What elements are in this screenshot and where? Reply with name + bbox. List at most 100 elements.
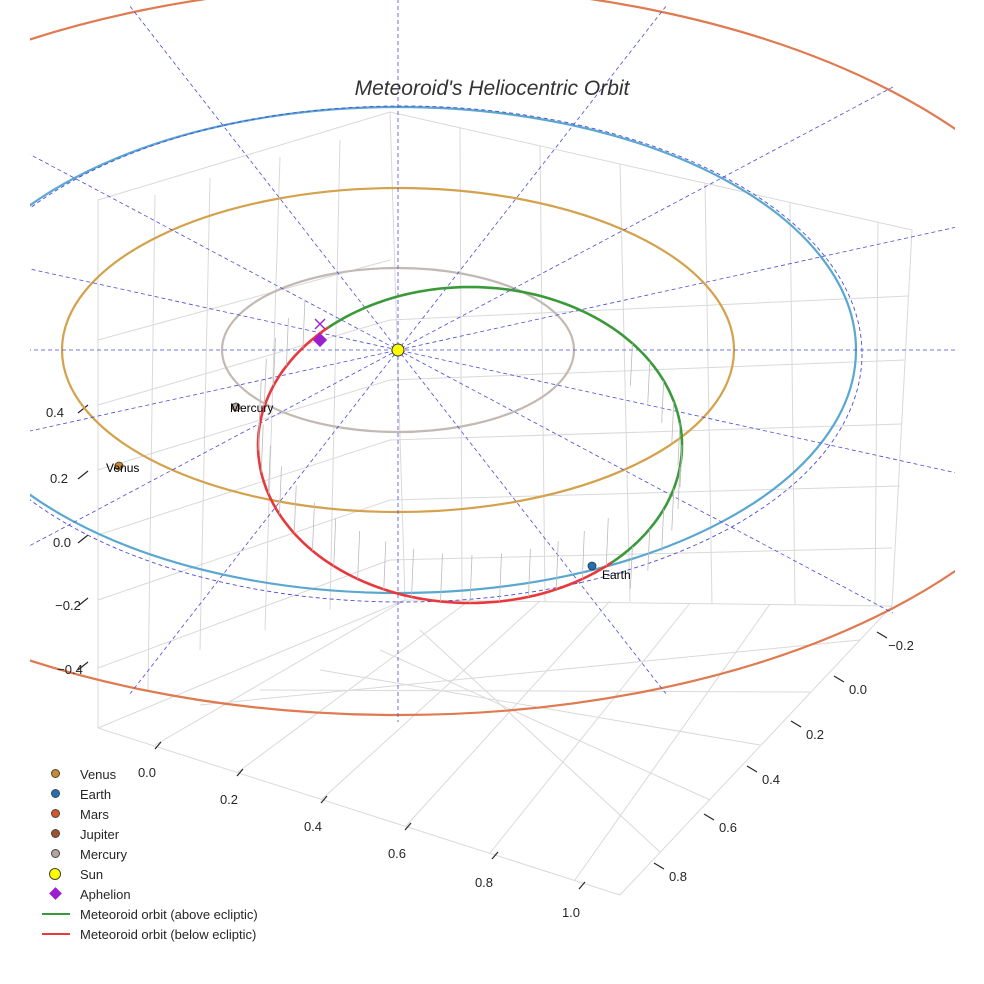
drop-line [671,401,675,444]
y-tick-mark [746,765,758,773]
legend-marker [38,764,74,784]
chart-title: Meteoroid's Heliocentric Orbit [355,77,631,100]
grid-line [97,559,391,669]
drop-line [647,361,651,404]
drop-line [286,317,289,367]
z-tick-label: −0.4 [57,662,83,677]
drop-line [333,518,337,567]
z-tick-label: 0.4 [46,405,64,420]
legend-line [42,933,70,935]
x-tick-label: 0.0 [138,765,156,780]
legend-item: Mercury [38,844,258,864]
drop-line [630,546,633,589]
legend-line [42,913,70,915]
grid-line [574,603,771,881]
y-tick-mark [653,862,665,870]
x-tick-mark [236,768,244,777]
drop-line [302,299,306,348]
y-tick-mark [703,813,715,821]
grid-line [389,423,903,441]
x-tick-mark [320,795,328,804]
y-tick-label: 0.0 [849,682,867,697]
drop-line [528,548,531,597]
x-tick-label: 1.0 [562,905,580,920]
y-tick-label: 0.6 [719,820,737,835]
grid-line [389,295,909,321]
legend-label: Jupiter [80,826,120,842]
x-tick-label: 0.2 [220,792,238,807]
drop-line [647,528,651,571]
legend-dot [51,789,60,798]
venus-label: Venus [106,461,139,475]
z-tick-mark [77,661,89,671]
grid-line [404,599,893,607]
legend-item: Meteoroid orbit (below ecliptic) [38,924,258,944]
legend-marker [38,824,74,844]
drop-line [671,488,675,531]
drop-line [661,380,665,423]
drop-line [357,530,361,580]
legend-item: Venus [38,764,258,784]
grid-line [97,319,391,406]
grid-line [329,139,341,611]
x-tick-mark [404,822,412,831]
grid-line [704,182,713,605]
grid-line [147,194,156,691]
grid-line [389,485,901,501]
grid-line [237,599,471,773]
drop-line [555,541,559,590]
grid-line [97,727,621,896]
legend-item: Meteoroid orbit (above ecliptic) [38,904,258,924]
legend-dot [51,829,60,838]
legend: Venus Earth Mars Jupiter Mercury Sun Aphelion M… [38,764,258,944]
legend-marker [38,864,74,884]
drop-line [260,424,264,473]
legend-item: Mars [38,804,258,824]
venus-marker [114,461,124,471]
aphelion-marker [312,332,328,348]
drop-line [293,485,297,534]
legend-dot [51,849,60,858]
axes-grid [97,111,913,896]
grid-line [97,499,391,601]
drop-line [258,380,262,429]
drop-line [263,358,267,407]
y-tick-label: 0.2 [806,727,824,742]
grid-line [264,156,281,631]
grid-line [97,439,391,536]
drop-line [273,337,276,386]
grid-line [199,639,861,706]
legend-label: Earth [80,786,112,802]
legend-item: Sun [38,864,258,884]
legend-marker [38,924,74,944]
x-tick-label: 0.8 [475,875,493,890]
grid-line [97,599,406,729]
mercury-label: Mercury [230,401,273,415]
sun-marker [391,343,405,357]
z-tick-mark [77,470,89,480]
z-tick-mark [77,404,89,414]
grid-line [321,600,541,800]
grid-line [419,629,661,853]
legend-label: Sun [80,866,104,882]
x-tick-mark [491,851,499,860]
grid-line [97,379,391,471]
drop-line [312,502,315,551]
grid-line [789,201,796,606]
legend-marker [38,884,74,904]
plot-area: Mercury Venus Earth [30,0,955,722]
drop-line [499,553,502,602]
y-tick-label: 0.4 [762,772,780,787]
drop-line [581,530,585,580]
legend-marker [38,784,74,804]
drop-line [677,422,681,466]
radial-reference-line [30,226,955,432]
x-tick-label: 0.6 [388,846,406,861]
earth-marker [587,561,597,571]
legend-label: Venus [80,766,117,782]
reference-orbit-dashed [30,105,863,603]
grid-line [619,163,631,603]
grid-line [489,602,691,854]
grid-line [154,599,406,746]
legend-dot [51,769,60,778]
